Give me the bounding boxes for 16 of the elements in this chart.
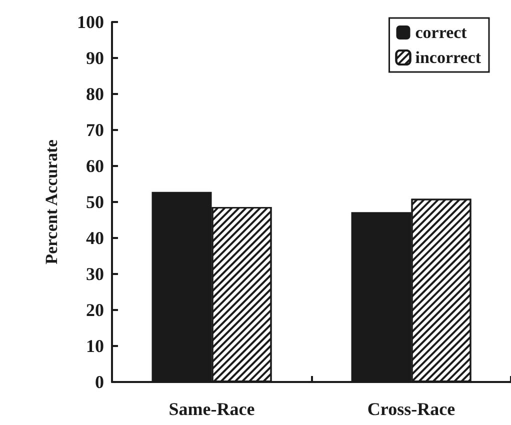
y-axis-title: Percent Accurate (42, 139, 61, 264)
y-tick-label: 10 (86, 336, 104, 356)
y-tick-label: 50 (86, 192, 104, 212)
y-tick-label: 40 (86, 228, 104, 248)
y-tick-label: 20 (86, 300, 104, 320)
legend-label: incorrect (415, 48, 482, 67)
y-tick-label: 0 (95, 372, 104, 392)
y-tick-label: 90 (86, 48, 104, 68)
y-tick-label: 70 (86, 120, 104, 140)
legend-label: correct (415, 23, 468, 42)
y-tick-label: 60 (86, 156, 104, 176)
x-tick-label: Cross-Race (367, 399, 456, 419)
y-tick-label: 80 (86, 84, 104, 104)
y-tick-label: 30 (86, 264, 104, 284)
x-tick-label: Same-Race (168, 399, 255, 419)
y-tick-label: 100 (77, 12, 104, 32)
